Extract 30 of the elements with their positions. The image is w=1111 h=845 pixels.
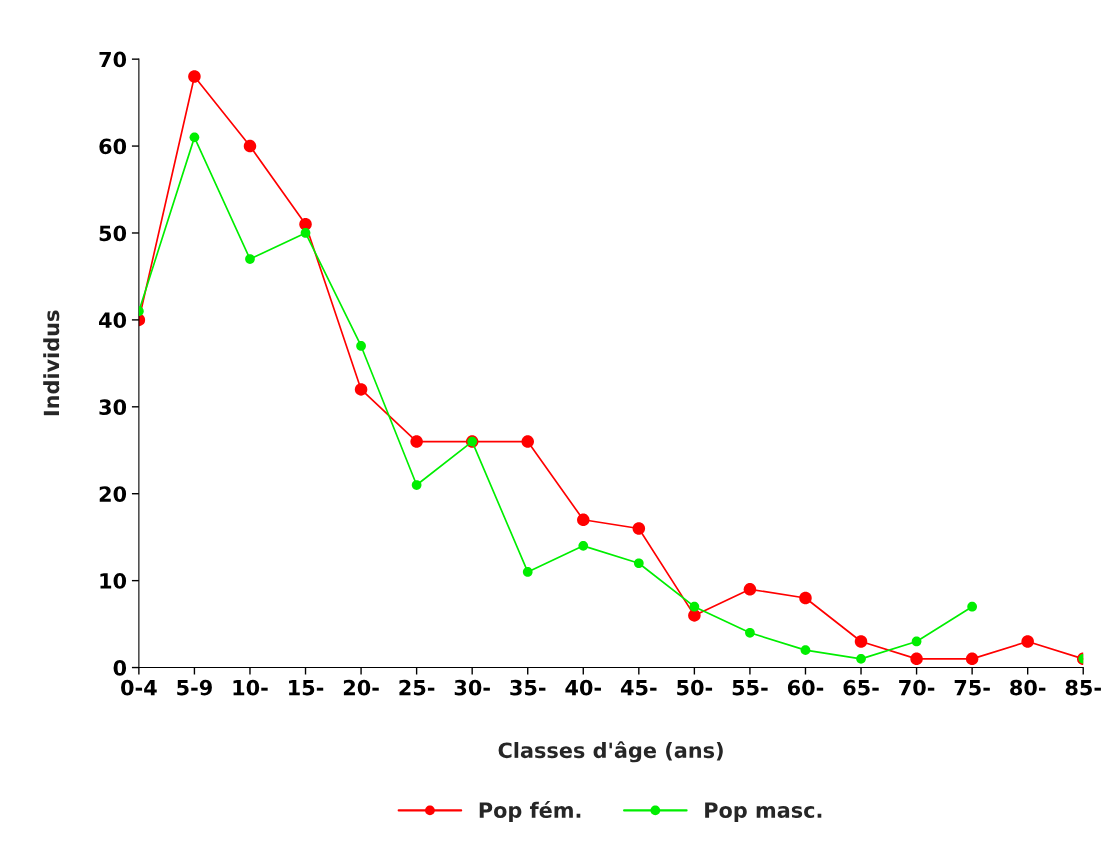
y-tick-label: 10: [100, 573, 127, 589]
y-tick-label: 40: [99, 312, 127, 329]
x-tick-label: 0-4: [121, 679, 157, 696]
y-tick-label: 70: [99, 51, 127, 68]
x-tick-label: 15-: [289, 680, 324, 696]
x-tick-label: 10-: [233, 679, 268, 696]
x-tick-label: 25-: [399, 679, 435, 696]
x-tick-label: 30-: [454, 679, 490, 696]
y-axis-title: Individus: [43, 310, 60, 416]
x-tick-label: 5-9: [177, 679, 212, 696]
y-tick-label: 20: [99, 486, 127, 502]
x-tick-label: 50-: [677, 679, 713, 696]
x-axis-title: Classes d'âge (ans): [498, 741, 723, 763]
x-tick-label: 45-: [620, 680, 657, 696]
x-tick-label: 65-: [843, 679, 879, 696]
y-tick-label: 0: [113, 660, 127, 676]
legend-label: Pop fém.: [479, 801, 581, 823]
x-tick-label: 85-: [1065, 679, 1101, 696]
y-tick-label: 30: [99, 399, 127, 416]
legend-label: Pop masc.: [705, 802, 822, 823]
y-tick-label: 60: [99, 138, 127, 155]
x-tick-label: 40-: [565, 679, 601, 696]
x-tick-label: 55-: [732, 680, 768, 696]
x-tick-label: 75-: [954, 680, 990, 696]
x-tick-label: 60-: [787, 679, 824, 696]
x-tick-label: 20-: [343, 679, 379, 696]
x-tick-label: 35-: [510, 679, 546, 696]
x-tick-label: 80-: [1010, 679, 1046, 696]
x-tick-label: 70-: [899, 679, 935, 696]
y-tick-label: 50: [99, 225, 127, 242]
